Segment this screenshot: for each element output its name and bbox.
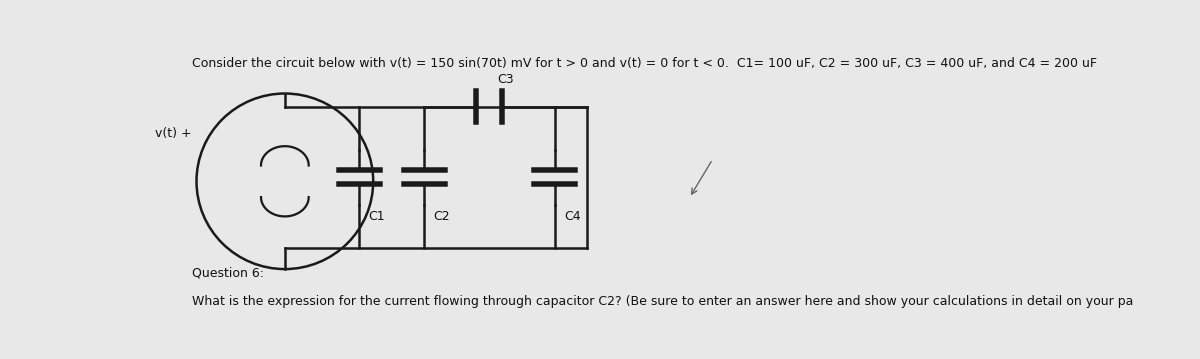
Text: C3: C3 (497, 73, 514, 86)
Text: What is the expression for the current flowing through capacitor C2? (Be sure to: What is the expression for the current f… (192, 295, 1133, 308)
Text: Consider the circuit below with v(t) = 150 sin(70t) mV for t > 0 and v(t) = 0 fo: Consider the circuit below with v(t) = 1… (192, 57, 1097, 70)
Text: Question 6:: Question 6: (192, 267, 264, 280)
Text: C4: C4 (564, 210, 581, 223)
Text: C2: C2 (433, 210, 450, 223)
Text: C1: C1 (368, 210, 385, 223)
Text: v(t) +: v(t) + (155, 126, 192, 140)
